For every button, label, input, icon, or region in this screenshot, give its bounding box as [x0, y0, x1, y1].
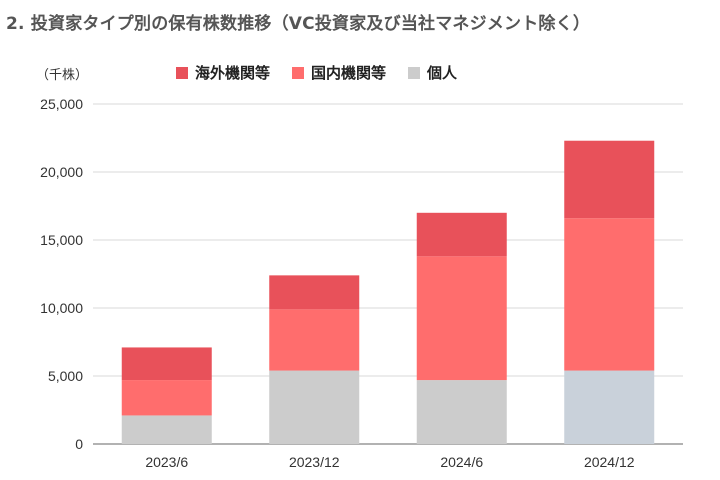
bar-segment [564, 140, 655, 219]
x-tick-label: 2023/12 [289, 454, 340, 470]
bar-segment [121, 415, 212, 444]
bar-segment [269, 370, 360, 444]
y-tick-label: 20,000 [40, 164, 83, 180]
bar-segment [564, 370, 655, 444]
chart-title: 2. 投資家タイプ別の保有株数推移（VC投資家及び当社マネジメント除く） [6, 14, 591, 34]
bar-segment [269, 275, 360, 310]
bar-segment [269, 309, 360, 371]
bar-segment [416, 380, 507, 444]
legend-swatch-domestic [292, 66, 305, 79]
legend-item-overseas: 海外機関等 [176, 62, 270, 83]
bar-segment [416, 256, 507, 381]
legend-label-individual: 個人 [427, 64, 458, 82]
y-tick-label: 10,000 [40, 300, 83, 316]
y-unit-label: （千株） [36, 68, 89, 83]
legend: 海外機関等 国内機関等 個人 [176, 62, 457, 83]
legend-item-individual: 個人 [408, 62, 457, 83]
legend-label-overseas: 海外機関等 [195, 64, 271, 82]
x-tick-label: 2024/6 [440, 454, 483, 470]
bar-segment [416, 212, 507, 257]
x-tick-label: 2024/12 [584, 454, 635, 470]
bar-segment [121, 380, 212, 416]
bar-segment [564, 218, 655, 371]
legend-item-domestic: 国内機関等 [292, 62, 386, 83]
y-tick-label: 15,000 [40, 232, 83, 248]
y-tick-label: 25,000 [40, 96, 83, 112]
y-tick-label: 5,000 [48, 368, 83, 384]
legend-label-domestic: 国内機関等 [311, 64, 387, 82]
bar-segment [121, 347, 212, 381]
legend-swatch-individual [408, 66, 421, 79]
y-tick-label: 0 [75, 436, 83, 452]
x-tick-label: 2023/6 [145, 454, 188, 470]
legend-swatch-overseas [176, 66, 188, 79]
